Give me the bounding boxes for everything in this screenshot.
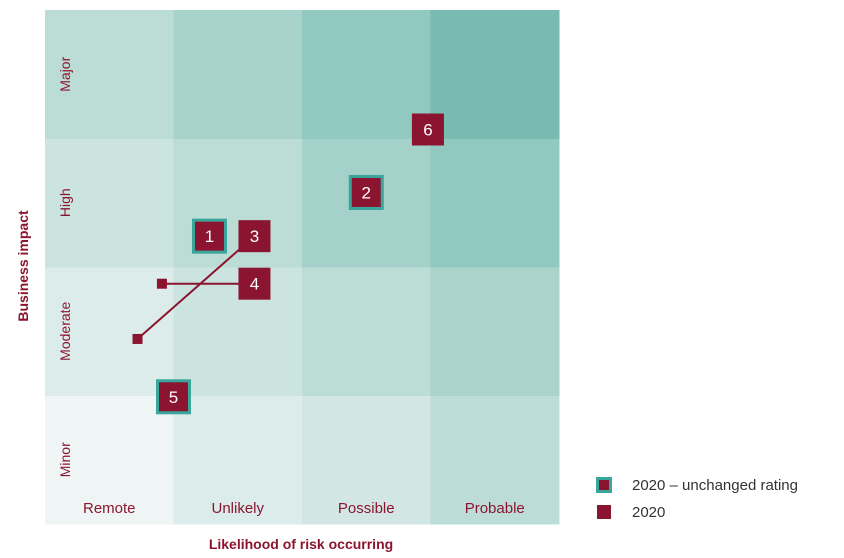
matrix-cell	[430, 395, 560, 525]
matrix-cell	[302, 267, 431, 396]
legend-label: 2020 – unchanged rating	[632, 477, 798, 494]
matrix-cell	[173, 267, 303, 396]
x-category-label: Probable	[465, 500, 525, 517]
movement-line	[136, 235, 256, 340]
marker-label: 6	[423, 121, 432, 140]
marker-box	[238, 220, 271, 253]
marker-box	[351, 177, 381, 207]
y-axis-title: Business impact	[15, 210, 31, 322]
previous-position-marker	[156, 278, 167, 289]
legend-item-unchanged: 2020 – unchanged rating	[596, 477, 798, 494]
matrix-cell	[45, 395, 174, 525]
matrix-cell	[173, 395, 303, 525]
x-axis-title: Likelihood of risk occurring	[209, 536, 393, 552]
x-category-label: Unlikely	[211, 500, 264, 517]
marker-label: 4	[250, 275, 259, 294]
legend-swatch	[597, 505, 611, 519]
x-category-labels: Remote Unlikely Possible Probable	[83, 500, 525, 517]
marker-label: 5	[169, 388, 178, 407]
matrix-cell	[430, 138, 560, 268]
risk-markers: 1 2 3 4 5 6	[156, 113, 444, 415]
risk-marker-4: 4	[238, 267, 271, 300]
matrix-cells	[45, 10, 560, 525]
y-category-label: High	[57, 188, 73, 217]
risk-marker-2: 2	[348, 174, 384, 210]
legend-label: 2020	[632, 504, 665, 521]
risk-marker-6: 6	[411, 113, 444, 146]
marker-box	[411, 113, 444, 146]
matrix-cell	[45, 10, 174, 139]
y-category-label: Moderate	[57, 301, 73, 360]
previous-position-marker	[132, 333, 143, 344]
y-category-label: Major	[57, 56, 73, 91]
x-category-label: Possible	[338, 500, 395, 517]
marker-box	[159, 382, 188, 412]
matrix-cell	[173, 10, 303, 139]
legend-item-plain: 2020	[597, 504, 665, 521]
risk-marker-3: 3	[238, 220, 271, 253]
marker-box	[238, 267, 271, 300]
marker-label: 3	[250, 227, 259, 246]
risk-marker-1: 1	[191, 218, 227, 254]
matrix-cell	[45, 267, 174, 396]
matrix-cell	[302, 395, 431, 525]
risk-marker-5: 5	[156, 379, 191, 415]
matrix-cell	[430, 10, 560, 139]
matrix-cell	[430, 267, 560, 396]
marker-label: 1	[205, 227, 214, 246]
y-category-label: Minor	[57, 442, 73, 477]
legend: 2020 – unchanged rating 2020	[596, 477, 798, 521]
y-category-labels: Minor Moderate High Major	[57, 56, 73, 477]
marker-label: 2	[362, 183, 371, 202]
matrix-cell	[45, 138, 174, 268]
marker-box	[194, 221, 224, 251]
legend-swatch	[599, 480, 609, 490]
matrix-cell	[302, 10, 431, 139]
x-category-label: Remote	[83, 500, 136, 517]
